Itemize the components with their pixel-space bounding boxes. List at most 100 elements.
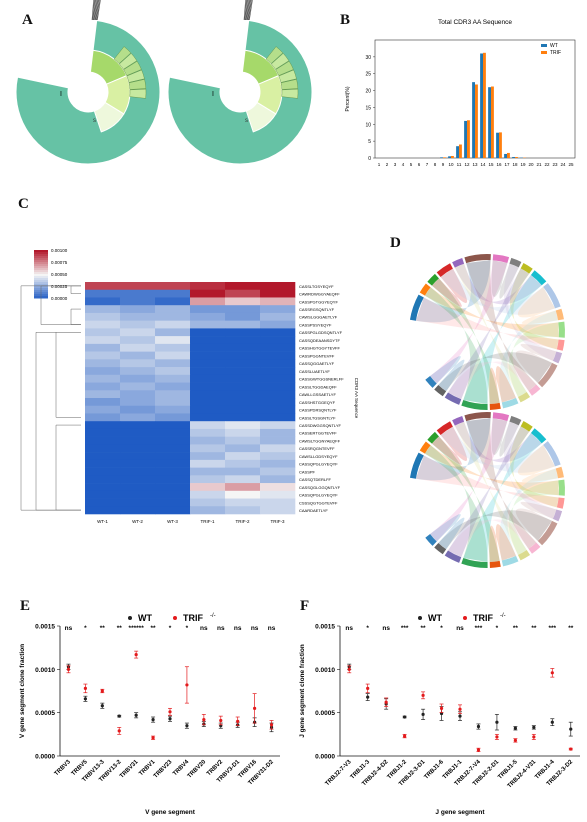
point-trif [253, 706, 257, 710]
heatmap-cell [155, 289, 191, 298]
chord-ribbon [463, 432, 542, 562]
sunburst-label-line [94, 0, 98, 21]
column-label: TRIF-2 [236, 519, 250, 524]
x-tick-label: 3 [394, 162, 397, 167]
colorbar-cell [34, 280, 48, 283]
chord-arc-segment [436, 421, 453, 435]
x-tick-label: 15 [488, 162, 494, 167]
heatmap-cell [120, 428, 156, 437]
sunburst-label-line [92, 0, 96, 21]
bar-trif [483, 52, 486, 158]
chord-arc-segment [461, 399, 488, 410]
heatmap-cell [225, 459, 261, 468]
point-wt [168, 717, 172, 721]
legend-marker-trif [463, 616, 467, 620]
point-wt [100, 704, 104, 708]
panel-label-d: D [390, 235, 401, 251]
row-label: CAWRDWGGYAEQFF [299, 292, 340, 297]
row-label: CASSQPGLGYEQYF [299, 493, 338, 498]
significance-label: ns [345, 625, 353, 632]
chord-ribbon [415, 260, 491, 323]
chord-ribbon [509, 426, 559, 508]
chord-ribbon [454, 263, 527, 397]
row-label: CAWSLGGGAETLYF [299, 315, 338, 320]
dendrogram-branch [20, 285, 81, 511]
point-wt [134, 713, 138, 717]
heatmap-cell [225, 421, 261, 430]
bar-wt [464, 120, 467, 158]
chord-ribbon [508, 480, 559, 555]
heatmap-cell [120, 452, 156, 461]
chord-arc-segment [434, 543, 447, 555]
x-axis-label: J gene segment [435, 809, 485, 816]
bar-wt [440, 157, 443, 158]
heatmap-cell [120, 359, 156, 368]
heatmap-cell [190, 452, 226, 461]
point-trif [236, 719, 240, 723]
heatmap-cell [85, 467, 121, 476]
chord-arc-segment [509, 415, 522, 426]
heatmap-cell [155, 343, 191, 352]
y-axis-label: Percent(%) [345, 86, 351, 111]
chord-arc-segment [489, 402, 501, 410]
row-label: CASSERTGGTEVFF [299, 431, 337, 436]
y-tick-label: 0.0015 [315, 624, 335, 631]
heatmap-cell [260, 490, 296, 499]
point-trif [117, 729, 121, 733]
legend-label-wt: WT [428, 613, 442, 623]
heatmap-cell [190, 312, 226, 321]
chord-ribbon [438, 510, 553, 550]
heatmap-cell [85, 374, 121, 383]
chord-ribbon [430, 356, 465, 392]
heatmap-cell [260, 297, 296, 306]
heatmap-cell [85, 336, 121, 345]
row-label: CASSRQGNTEVFF [299, 446, 335, 451]
significance-label: * [186, 625, 189, 632]
heatmap-cell [120, 328, 156, 337]
significance-label: ****** [129, 625, 145, 632]
row-label: CASSQPGLGYEQYF [299, 462, 338, 467]
legend-swatch-trif [541, 51, 547, 54]
row-label: CASSPGLGDSQNTLYF [299, 330, 343, 335]
x-tick-label: 24 [560, 162, 566, 167]
colorbar-tick-label: 0.00000 [51, 296, 68, 301]
chord-arc-segment [419, 283, 431, 296]
sunburst-center-label: s [245, 118, 248, 124]
bar-wt [480, 53, 483, 158]
heatmap-cell [120, 498, 156, 507]
sunburst-outer-segment [281, 88, 299, 99]
heatmap-cell [260, 312, 296, 321]
chord-ribbon [415, 455, 559, 508]
legend-superscript: -/- [500, 613, 506, 619]
point-wt [513, 726, 517, 730]
y-axis-label: CDR3 AA Sequence [354, 378, 359, 419]
heatmap-cell [155, 421, 191, 430]
heatmap-cell [155, 413, 191, 422]
dendrogram-branch [35, 332, 81, 511]
heatmap-cell [225, 467, 261, 476]
point-trif [219, 718, 223, 723]
heatmap-cell [225, 475, 261, 484]
sunburst-label-line [246, 0, 250, 21]
legend-superscript: -/- [210, 613, 216, 619]
significance-label: ns [382, 625, 390, 632]
heatmap-cell [225, 359, 261, 368]
chord-ribbon [509, 268, 559, 350]
heatmap-cell [120, 405, 156, 414]
heatmap-cell [260, 498, 296, 507]
chord-arc-segment [461, 557, 488, 568]
heatmap-cell [190, 483, 226, 492]
heatmap-cell [190, 367, 226, 376]
heatmap-cell [260, 467, 296, 476]
heatmap-cell [155, 467, 191, 476]
chord-arc-segment [537, 520, 558, 546]
bar-wt [496, 132, 499, 158]
sunburst-outer-segment [271, 53, 290, 70]
sunburst-wedge-label: I [60, 91, 62, 98]
heatmap-cell [120, 320, 156, 329]
point-trif [458, 707, 462, 711]
sunburst-label-line [244, 0, 248, 21]
heatmap-cell [155, 398, 191, 407]
heatmap-cell [85, 421, 121, 430]
point-wt [569, 727, 573, 731]
